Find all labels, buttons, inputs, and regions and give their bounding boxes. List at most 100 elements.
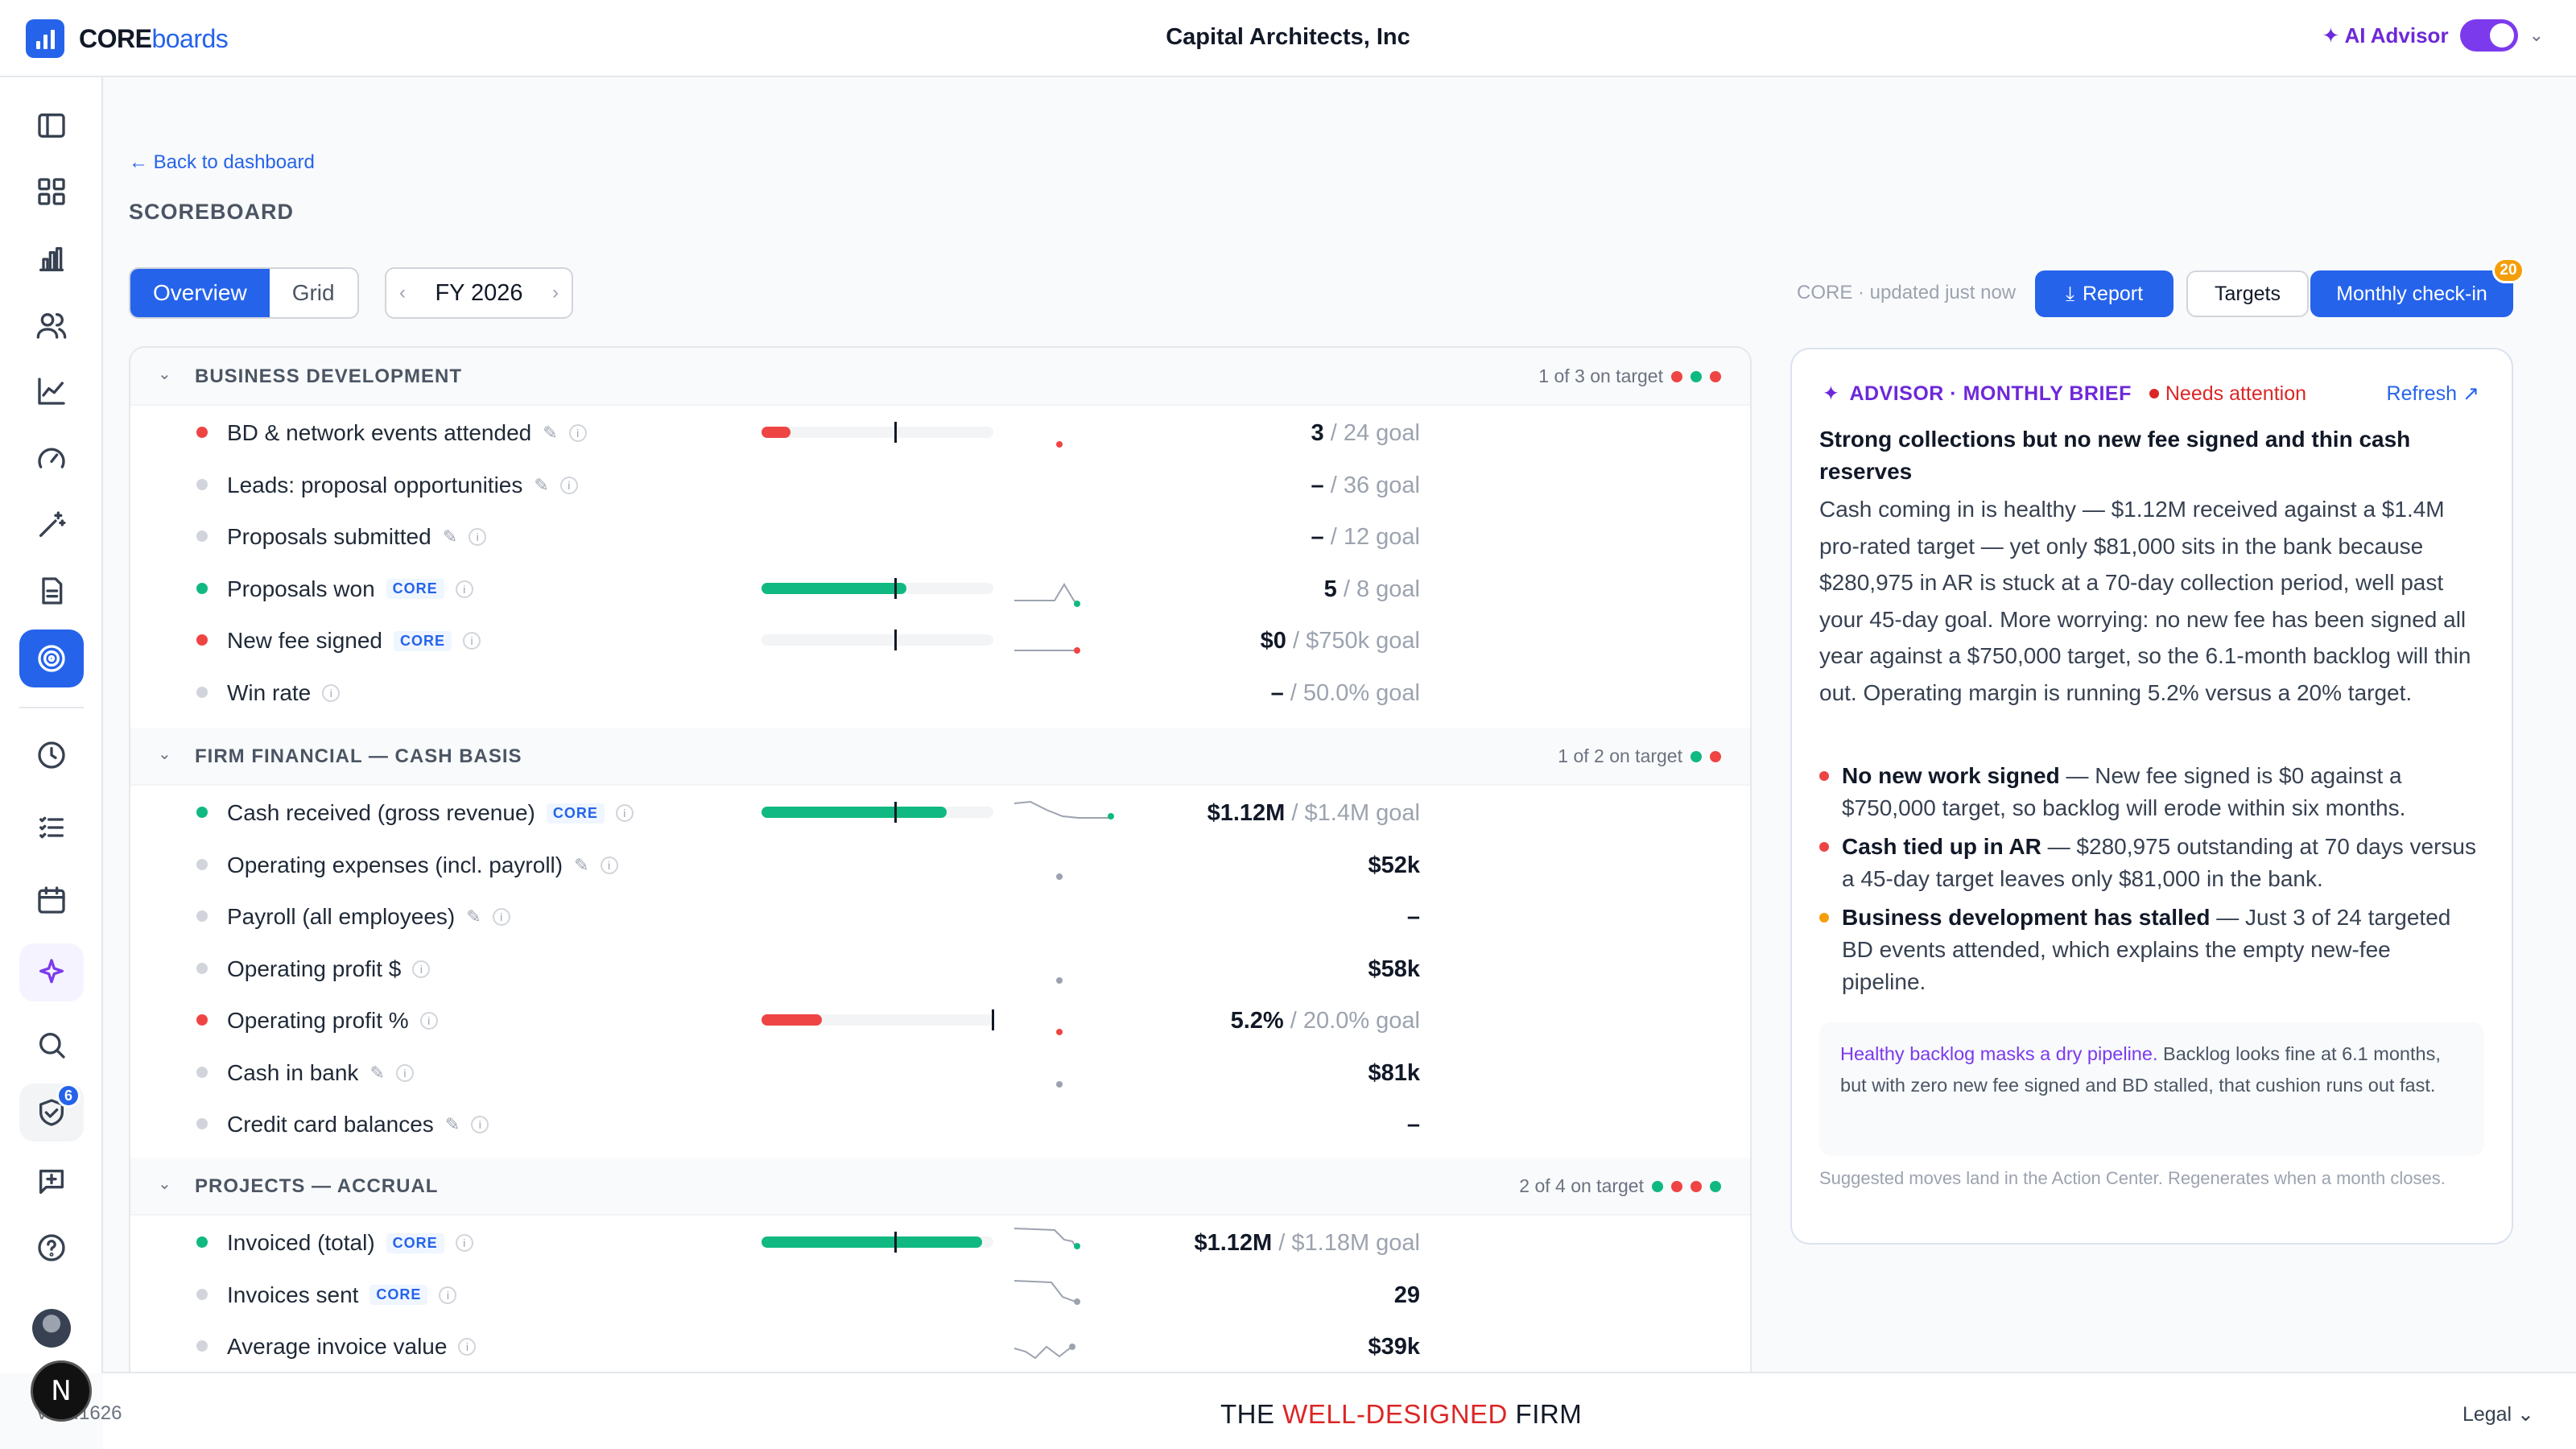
metric-actual: – — [1270, 679, 1284, 706]
metric-actual: – — [1311, 472, 1324, 498]
metric-row[interactable]: Cash received (gross revenue) CORE i $1.12M… — [130, 786, 1750, 837]
metric-row[interactable]: Proposals won CORE i 5 / 8 goal — [130, 562, 1750, 613]
chevron-down-icon[interactable]: ⌄ — [158, 1175, 171, 1193]
info-icon[interactable]: i — [458, 1338, 477, 1356]
info-icon[interactable]: i — [492, 908, 510, 926]
pencil-icon[interactable]: ✎ — [444, 1114, 460, 1134]
users-icon[interactable] — [19, 296, 84, 354]
chevron-left-icon[interactable]: ‹ — [399, 282, 406, 303]
info-icon[interactable]: i — [568, 424, 587, 442]
gauge-icon[interactable] — [19, 430, 84, 488]
pencil-icon[interactable]: ✎ — [543, 423, 558, 443]
metric-row[interactable]: Cash in bank ✎ i $81k — [130, 1046, 1750, 1097]
pencil-icon[interactable]: ✎ — [369, 1062, 385, 1083]
metric-row[interactable]: Average invoice value i $39k — [130, 1319, 1750, 1371]
n-logo-button[interactable]: N — [31, 1360, 92, 1422]
chevron-down-icon[interactable]: ⌄ — [2529, 25, 2544, 45]
info-icon[interactable]: i — [455, 580, 473, 598]
info-icon[interactable]: i — [439, 1286, 457, 1304]
progress-fill — [762, 1014, 822, 1026]
tab-grid[interactable]: Grid — [291, 280, 335, 305]
line-chart-icon[interactable] — [19, 362, 84, 420]
info-icon[interactable]: i — [471, 1116, 489, 1133]
dashboard-grid-icon[interactable] — [19, 163, 84, 221]
pencil-icon[interactable]: ✎ — [534, 474, 549, 495]
info-icon[interactable]: i — [600, 856, 618, 874]
feedback-icon[interactable] — [19, 1153, 84, 1211]
sparkline-path — [1013, 1345, 1073, 1360]
info-icon[interactable]: i — [455, 1234, 473, 1252]
info-icon[interactable]: i — [559, 476, 578, 494]
progress-bar — [762, 1232, 993, 1253]
metric-row[interactable]: Invoices sent CORE i 29 — [130, 1268, 1750, 1319]
info-icon[interactable]: i — [463, 632, 481, 650]
help-icon[interactable] — [19, 1219, 84, 1277]
metric-row[interactable]: Invoiced (total) CORE i $1.12M / $1.18M goa… — [130, 1216, 1750, 1267]
sparkline — [1056, 976, 1063, 984]
report-button[interactable]: ⤓ Report — [2035, 270, 2174, 317]
info-icon[interactable]: i — [419, 1012, 438, 1030]
metric-row[interactable]: BD & network events attended ✎ i 3 / 24 goa… — [130, 406, 1750, 457]
info-icon[interactable]: i — [615, 804, 634, 822]
metric-goal: / 8 goal — [1336, 576, 1420, 602]
section-header[interactable]: ⌄ BUSINESS DEVELOPMENT 1 of 3 on target — [130, 348, 1750, 406]
metric-row[interactable]: Operating profit % i 5.2% / 20.0% goal — [130, 993, 1750, 1045]
monthly-checkin-button[interactable]: Monthly check-in 20 — [2310, 258, 2524, 317]
metric-row[interactable]: Leads: proposal opportunities ✎ i – / 36 go… — [130, 458, 1750, 510]
status-dot — [196, 1236, 208, 1248]
sidebar-divider — [19, 707, 84, 708]
metric-value: $1.12M / $1.18M goal — [1194, 1230, 1420, 1257]
core-badge: CORE — [546, 803, 605, 824]
ai-advisor-toggle[interactable] — [2459, 19, 2518, 52]
refresh-button[interactable]: Refresh ↗ — [2386, 382, 2479, 405]
info-icon[interactable]: i — [395, 1063, 414, 1082]
ai-sparkle-icon[interactable] — [19, 943, 84, 1001]
chevron-right-icon[interactable]: › — [551, 282, 559, 303]
task-list-icon[interactable] — [19, 799, 84, 857]
sparkline — [1013, 800, 1114, 819]
pencil-icon[interactable]: ✎ — [442, 526, 458, 547]
metric-row[interactable]: Credit card balances ✎ i – — [130, 1097, 1750, 1149]
metric-row[interactable]: Proposals submitted ✎ i – / 12 goal — [130, 510, 1750, 561]
calendar-icon[interactable] — [19, 871, 84, 929]
search-icon[interactable] — [19, 1016, 84, 1074]
sparkline-path — [1014, 582, 1078, 605]
avatar[interactable] — [32, 1309, 71, 1348]
metric-name: Operating profit $ — [227, 956, 402, 981]
magic-wand-icon[interactable] — [19, 496, 84, 554]
metric-goal: / $1.4M goal — [1285, 800, 1420, 826]
info-icon[interactable]: i — [322, 683, 341, 702]
scoreboard-target-icon[interactable] — [19, 630, 84, 687]
app-logo[interactable]: COREboards — [26, 19, 229, 58]
status-dot — [196, 1118, 208, 1129]
bullet-heading: Business development has stalled — [1842, 905, 2211, 930]
metric-row[interactable]: Payroll (all employees) ✎ i – — [130, 890, 1750, 941]
info-icon[interactable]: i — [412, 960, 431, 978]
status-dot — [1652, 1180, 1663, 1192]
sidebar-toggle-icon[interactable] — [19, 97, 84, 155]
metric-row[interactable]: Operating expenses (incl. payroll) ✎ i $52k — [130, 838, 1750, 890]
metric-actual: $58k — [1368, 956, 1420, 982]
chevron-down-icon[interactable]: ⌄ — [158, 365, 171, 383]
pencil-icon[interactable]: ✎ — [574, 854, 589, 875]
metric-row[interactable]: New fee signed CORE i $0 / $750k goal — [130, 613, 1750, 665]
section-header[interactable]: ⌄ PROJECTS — ACCRUAL 2 of 4 on target — [130, 1158, 1750, 1216]
shield-check-icon[interactable]: 6 — [19, 1084, 84, 1141]
document-icon[interactable] — [19, 562, 84, 620]
bar-chart-icon[interactable] — [19, 230, 84, 288]
tab-overview[interactable]: Overview — [130, 269, 270, 317]
section-header[interactable]: ⌄ FIRM FINANCIAL — CASH BASIS 1 of 2 on ta… — [130, 728, 1750, 786]
chevron-down-icon[interactable]: ⌄ — [158, 745, 171, 763]
pencil-icon[interactable]: ✎ — [466, 906, 481, 927]
advisor-title: Strong collections but no new fee signed… — [1819, 427, 2411, 484]
clock-icon[interactable] — [19, 726, 84, 784]
page-title: SCOREBOARD — [129, 200, 295, 224]
metric-row[interactable]: Win rate i – / 50.0% goal — [130, 666, 1750, 717]
targets-button[interactable]: Targets — [2186, 270, 2309, 317]
info-icon[interactable]: i — [469, 528, 487, 546]
legal-menu[interactable]: Legal ⌄ — [2462, 1403, 2534, 1426]
back-to-dashboard-link[interactable]: ← Back to dashboard — [129, 151, 315, 173]
metric-row[interactable]: Operating profit $ i $58k — [130, 942, 1750, 993]
period-label: FY 2026 — [435, 279, 523, 306]
advisor-bullet: Business development has stalled — Just … — [1819, 902, 2479, 998]
